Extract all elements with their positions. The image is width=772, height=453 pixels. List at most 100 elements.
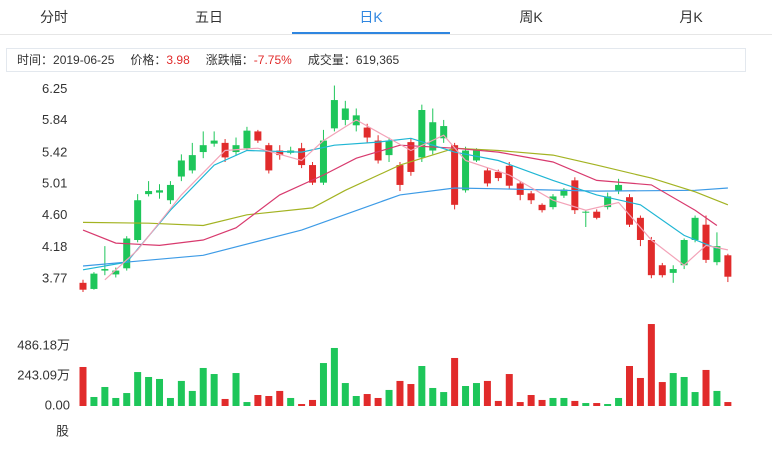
candle-body bbox=[396, 165, 404, 185]
candle-body bbox=[724, 255, 732, 277]
candle-body bbox=[582, 211, 590, 213]
candle-body bbox=[636, 217, 644, 240]
candle-body bbox=[560, 189, 568, 196]
volume-bar bbox=[560, 397, 568, 406]
volume-bar bbox=[363, 394, 371, 406]
volume-bar bbox=[145, 376, 153, 406]
candle-body bbox=[549, 196, 557, 208]
candle-body bbox=[647, 240, 655, 276]
volume-unit: 股 bbox=[56, 423, 69, 438]
candle-body bbox=[418, 110, 426, 158]
tab[interactable]: 日K bbox=[292, 0, 450, 34]
candle-body bbox=[254, 131, 262, 141]
volume-bar bbox=[210, 374, 218, 406]
volume-bar bbox=[101, 386, 109, 406]
candle-body bbox=[123, 238, 131, 269]
candle-body bbox=[429, 122, 437, 151]
candle-body bbox=[276, 150, 284, 156]
candle-body bbox=[330, 100, 338, 129]
volume-bar bbox=[243, 402, 251, 406]
volume-bar bbox=[385, 389, 393, 406]
volume-bar bbox=[199, 367, 207, 406]
y-tick-label: 4.60 bbox=[42, 207, 67, 222]
candle-body bbox=[527, 193, 535, 201]
candle-body bbox=[483, 170, 491, 184]
info-item: 成交量：619,365 bbox=[308, 53, 399, 67]
candle-body bbox=[571, 180, 579, 211]
volume-bar bbox=[265, 396, 273, 406]
volume-bar bbox=[462, 386, 470, 406]
volume-bar bbox=[604, 404, 612, 406]
candle-body bbox=[472, 150, 480, 161]
volume-bar bbox=[330, 347, 338, 406]
volume-bar bbox=[472, 383, 480, 406]
candle-body bbox=[166, 184, 174, 201]
volume-bar bbox=[254, 395, 262, 406]
volume-bar bbox=[232, 373, 240, 406]
info-value: 2019-06-25 bbox=[53, 53, 115, 67]
info-value: 619,365 bbox=[355, 53, 400, 67]
volume-bar bbox=[549, 397, 557, 406]
volume-bar bbox=[156, 378, 164, 406]
volume-bar bbox=[483, 380, 491, 406]
y-tick-label: 5.84 bbox=[42, 112, 67, 127]
tab[interactable]: 五日 bbox=[195, 9, 223, 25]
volume-bar bbox=[516, 402, 524, 406]
candle-body bbox=[407, 142, 415, 172]
volume-bar bbox=[680, 376, 688, 406]
volume-bar bbox=[112, 397, 120, 406]
volume-bar bbox=[593, 403, 601, 406]
candle-body bbox=[691, 217, 699, 240]
y-tick-label: 6.25 bbox=[42, 81, 67, 96]
volume-bar bbox=[429, 387, 437, 406]
volume-bar bbox=[407, 384, 415, 406]
volume-bar bbox=[352, 396, 360, 406]
candle-body bbox=[112, 270, 120, 275]
candle-body bbox=[669, 269, 677, 273]
candle-body bbox=[658, 265, 666, 276]
volume-bar bbox=[626, 366, 633, 406]
volume-tick-label: 486.18万 bbox=[17, 337, 70, 352]
volume-bar bbox=[636, 377, 644, 406]
candle-body bbox=[199, 145, 207, 153]
volume-bar bbox=[582, 403, 590, 406]
candle-body bbox=[505, 165, 513, 186]
candle-body bbox=[210, 140, 218, 144]
volume-bar bbox=[123, 393, 131, 406]
volume-bar bbox=[90, 396, 98, 406]
volume-bar bbox=[615, 397, 623, 406]
candle-body bbox=[309, 165, 317, 183]
y-tick-label: 5.01 bbox=[42, 176, 67, 191]
candle-body bbox=[232, 145, 240, 153]
candle-body bbox=[462, 150, 470, 191]
volume-bar bbox=[724, 402, 732, 406]
tab[interactable]: 分时 bbox=[40, 9, 68, 25]
volume-bar bbox=[451, 357, 459, 406]
volume-bar bbox=[527, 395, 535, 406]
moving-average-line bbox=[82, 144, 718, 247]
candle-body bbox=[298, 148, 306, 166]
info-label: 时间： bbox=[17, 53, 54, 67]
info-label: 成交量： bbox=[307, 53, 356, 67]
volume-bar bbox=[538, 399, 546, 406]
candle-body bbox=[79, 282, 87, 290]
volume-bar bbox=[418, 366, 426, 406]
moving-average-line bbox=[82, 137, 718, 271]
volume-bar bbox=[374, 397, 382, 406]
candle-body bbox=[680, 240, 688, 266]
volume-bar bbox=[221, 398, 229, 406]
volume-bar bbox=[79, 366, 87, 406]
info-label: 涨跌幅： bbox=[205, 53, 254, 67]
info-label: 价格： bbox=[130, 53, 167, 67]
candle-body bbox=[451, 145, 459, 205]
volume-bar bbox=[691, 392, 699, 406]
candle-body bbox=[615, 184, 623, 192]
tab[interactable]: 月K bbox=[679, 9, 703, 25]
tab[interactable]: 周K bbox=[519, 9, 543, 25]
volume-tick-label: 243.09万 bbox=[17, 367, 70, 382]
candle-body bbox=[156, 190, 164, 193]
info-item: 时间：2019-06-25 bbox=[17, 53, 114, 67]
volume-bar bbox=[647, 324, 655, 406]
candle-body bbox=[177, 160, 185, 177]
